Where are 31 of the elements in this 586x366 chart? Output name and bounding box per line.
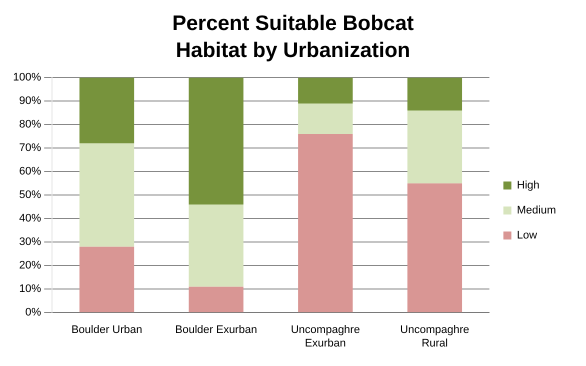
y-tick-label: 50% xyxy=(19,189,42,202)
y-tick-label: 10% xyxy=(19,283,42,296)
x-tick-label: Boulder Urban xyxy=(71,324,142,336)
y-tick-label: 30% xyxy=(19,236,42,248)
bar xyxy=(79,78,134,144)
y-tick-label: 80% xyxy=(19,118,42,131)
x-tick-label: Uncompaghre Rural xyxy=(400,324,470,350)
x-tick-label: Boulder Exurban xyxy=(175,324,258,336)
legend-label: Medium xyxy=(516,204,556,217)
x-tick-label: Uncompaghre Exurban xyxy=(290,324,360,350)
legend-label: Low xyxy=(516,230,538,242)
y-tick-label: 0% xyxy=(25,306,42,319)
bar xyxy=(79,246,134,312)
bar xyxy=(188,78,244,204)
bar xyxy=(188,204,244,287)
bar xyxy=(407,183,462,312)
bar xyxy=(79,143,134,247)
chart-title: Percent Suitable Bobcat Habitat by Urbanization xyxy=(171,11,415,64)
y-tick-label: 100% xyxy=(12,72,42,84)
y-tick-label: 40% xyxy=(19,212,42,225)
bar xyxy=(407,110,462,184)
bar xyxy=(298,78,353,104)
y-tick-label: 70% xyxy=(19,142,42,154)
y-tick-label: 20% xyxy=(19,260,42,272)
bar xyxy=(298,134,353,312)
bar xyxy=(407,78,462,110)
legend-label: High xyxy=(516,180,540,192)
y-tick-label: 60% xyxy=(19,166,42,178)
y-tick-label: 90% xyxy=(19,95,42,108)
bar xyxy=(188,286,244,312)
bar xyxy=(298,103,353,134)
